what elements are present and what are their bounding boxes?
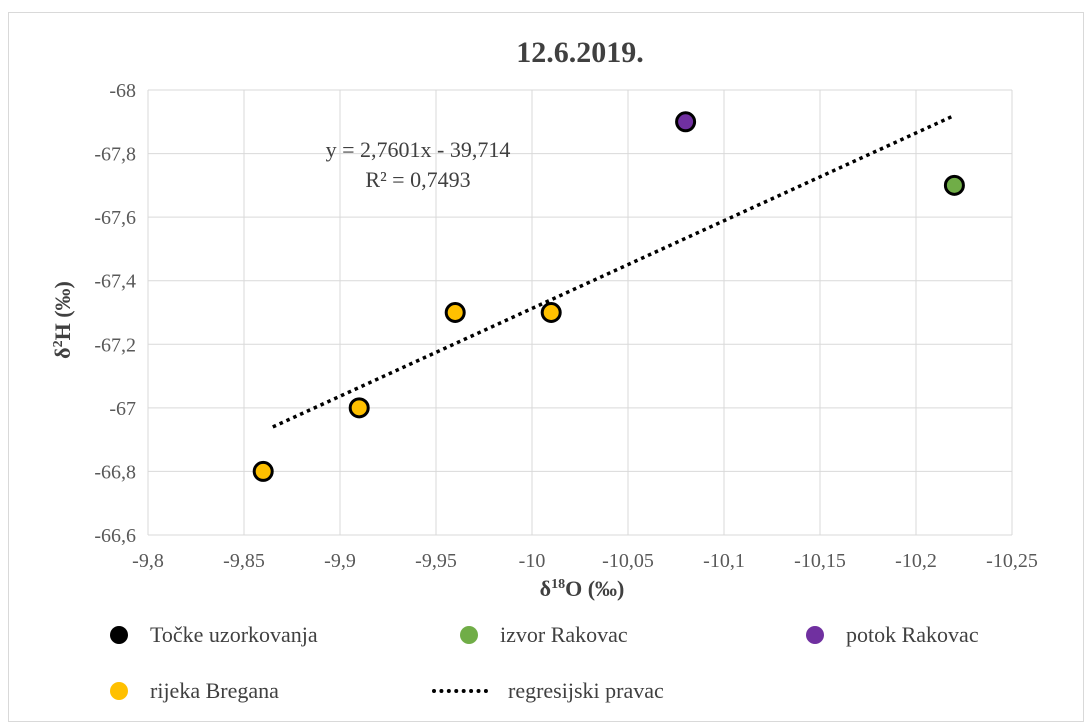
legend-item-sampling-points: Točke uzorkovanja (110, 622, 318, 648)
x-tick-label: -10 (519, 550, 546, 572)
data-point-potok-rakovac (675, 111, 697, 133)
legend-label-regresijski-pravac: regresijski pravac (508, 678, 664, 703)
x-tick-label: -10,1 (703, 550, 745, 572)
y-tick-label: -67,4 (94, 271, 136, 293)
legend-label-izvor-rakovac: izvor Rakovac (500, 622, 628, 647)
legend-label-potok-rakovac: potok Rakovac (846, 622, 979, 647)
trendline-layer (272, 113, 956, 429)
legend-marker-rijeka-bregana (110, 682, 128, 700)
legend-marker-potok-rakovac (806, 626, 824, 644)
data-point-rijeka-bregana (540, 302, 562, 323)
legend-marker-regresijski-pravac (432, 689, 488, 693)
regression-trendline (272, 113, 956, 429)
y-tick-label: -67,2 (94, 334, 136, 356)
grid (147, 89, 1013, 536)
data-point-izvor-rakovac (943, 174, 965, 196)
legend-item-regresijski-pravac: regresijski pravac (432, 678, 664, 704)
legend-item-potok-rakovac: potok Rakovac (806, 622, 979, 648)
y-axis-label: δ2H (‰) (50, 281, 75, 359)
chart-title: 12.6.2019. (516, 36, 644, 69)
y-tick-label: -68 (109, 80, 136, 102)
y-tick-label: -67 (109, 398, 136, 420)
data-point-rijeka-bregana (444, 302, 466, 323)
data-point-rijeka-bregana (252, 460, 274, 482)
x-tick-label: -10,2 (895, 550, 937, 572)
legend-label-sampling-points: Točke uzorkovanja (150, 622, 318, 647)
legend-marker-sampling-points (110, 626, 128, 644)
trendline-equation: y = 2,7601x - 39,714 (326, 137, 511, 162)
x-tick-label: -9,9 (324, 550, 356, 572)
y-tick-label: -67,8 (94, 144, 136, 166)
axes: -9,8 -9,85 -9,9 -9,95 -10 -10,05 -10,1 -10,15 -1… (94, 80, 1038, 572)
legend-item-rijeka-bregana: rijeka Bregana (110, 678, 279, 704)
legend-item-izvor-rakovac: izvor Rakovac (460, 622, 628, 648)
trendline-r-squared: R² = 0,7493 (365, 167, 470, 192)
x-tick-label: -9,95 (415, 550, 457, 572)
x-tick-label: -10,05 (602, 550, 654, 572)
x-tick-label: -10,25 (986, 550, 1038, 572)
y-tick-label: -66,6 (94, 525, 136, 547)
x-tick-label: -10,15 (794, 550, 846, 572)
x-tick-label: -9,8 (132, 550, 164, 572)
y-tick-label: -67,6 (94, 207, 136, 229)
x-axis-label: δ18O (‰) (540, 576, 625, 601)
legend-label-rijeka-bregana: rijeka Bregana (150, 678, 279, 703)
data-point-rijeka-bregana (348, 397, 370, 419)
data-points (252, 111, 965, 482)
y-tick-label: -66,8 (94, 461, 136, 483)
legend-marker-izvor-rakovac (460, 626, 478, 644)
chart-frame (8, 12, 1084, 722)
x-tick-label: -9,85 (223, 550, 265, 572)
